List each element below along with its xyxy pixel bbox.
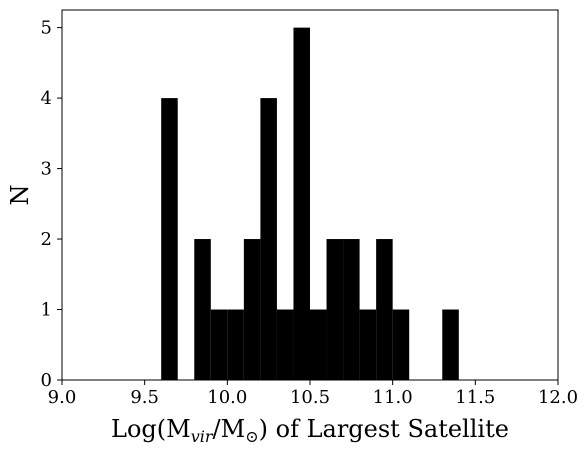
- x-tick-label-6: 12.0: [538, 387, 578, 408]
- histogram-bar-10: [343, 239, 360, 380]
- y-tick-label-0: 0: [41, 370, 52, 391]
- y-tick-label-1: 1: [41, 300, 52, 321]
- y-tick-label-3: 3: [41, 159, 52, 180]
- x-axis-title-sub2: ⊙: [245, 427, 258, 446]
- histogram-bar-13: [392, 309, 410, 380]
- x-tick-label-3: 10.5: [290, 387, 330, 408]
- y-axis-ticks: 0 1 2 3 4 5: [41, 18, 62, 391]
- x-axis-title-sub1: vir: [191, 427, 214, 446]
- histogram-bar-0: [161, 98, 178, 380]
- bars-group: [161, 27, 459, 380]
- histogram-bar-14: [442, 309, 459, 380]
- x-axis-ticks: 9.0 9.5 10.0 10.5 11.0 11.5 12.0: [48, 380, 578, 408]
- x-tick-label-0: 9.0: [48, 387, 77, 408]
- histogram-bar-12: [376, 239, 393, 380]
- x-tick-label-5: 11.5: [455, 387, 495, 408]
- histogram-bar-11: [359, 309, 377, 380]
- x-tick-label-2: 10.0: [207, 387, 247, 408]
- histogram-bar-1: [194, 239, 211, 380]
- x-axis-title-prefix: Log(M: [111, 415, 191, 443]
- histogram-bar-4: [243, 239, 261, 380]
- histogram-bar-5: [260, 98, 277, 380]
- histogram-bar-2: [210, 309, 228, 380]
- y-axis-title: N: [6, 185, 34, 206]
- x-axis-title-suffix: ) of Largest Satellite: [259, 415, 509, 443]
- histogram-bar-7: [293, 27, 310, 380]
- histogram-bar-3: [227, 309, 244, 380]
- x-axis-title: Log(Mvir/M⊙) of Largest Satellite: [111, 415, 509, 446]
- y-tick-label-4: 4: [41, 88, 52, 109]
- y-tick-label-5: 5: [41, 18, 52, 39]
- x-axis-title-mid: /M: [213, 415, 246, 443]
- x-tick-label-4: 11.0: [373, 387, 413, 408]
- histogram-bar-9: [326, 239, 344, 380]
- y-tick-label-2: 2: [41, 229, 52, 250]
- x-tick-label-1: 9.5: [130, 387, 159, 408]
- histogram-bar-8: [310, 309, 327, 380]
- histogram-bar-6: [276, 309, 294, 380]
